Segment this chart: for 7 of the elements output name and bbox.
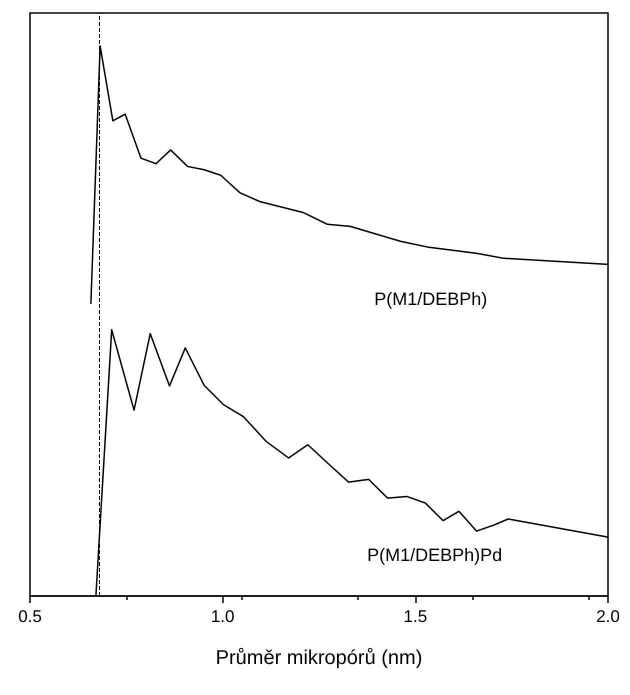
x-tick-label: 2.0 [596, 607, 620, 626]
x-axis-title: Průměr mikropórů (nm) [216, 647, 422, 669]
series-label: P(M1/DEBPh) [374, 289, 488, 309]
x-tick-label: 1.0 [210, 607, 234, 626]
x-tick-label: 0.5 [18, 607, 42, 626]
series-label: P(M1/DEBPh)Pd [367, 544, 502, 565]
x-tick-label: 1.5 [404, 607, 428, 626]
